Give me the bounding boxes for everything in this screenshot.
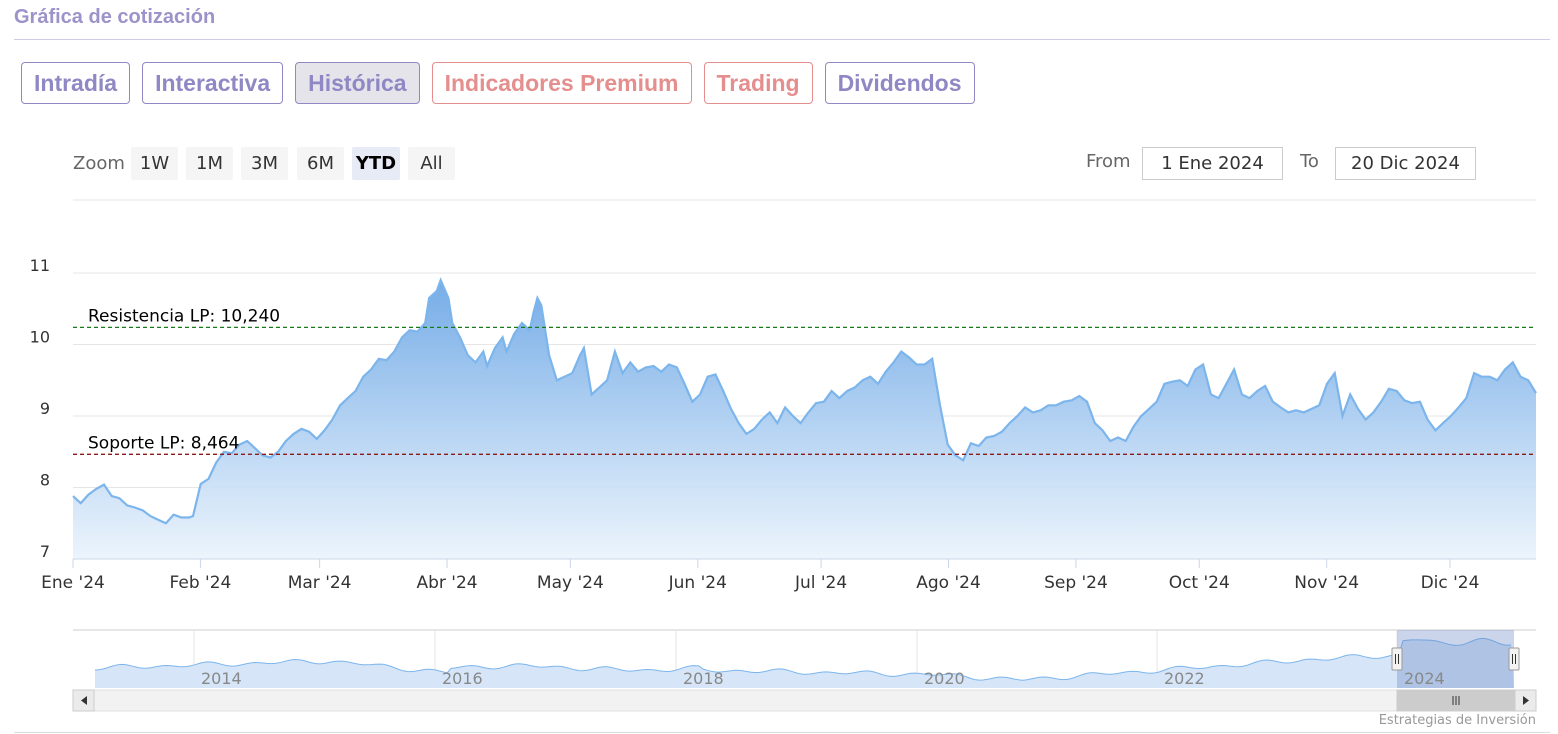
x-tick-label: Nov '24 (1294, 573, 1359, 593)
navigator-right-handle[interactable] (1508, 647, 1520, 671)
x-tick-label: Ene '24 (41, 573, 105, 593)
zoom-button-all[interactable]: All (408, 147, 455, 180)
y-tick-label: 9 (40, 399, 50, 418)
scrollbar-track[interactable] (72, 689, 1537, 712)
section-title: Gráfica de cotización (14, 6, 216, 28)
zoom-button-ytd[interactable]: YTD (352, 147, 400, 180)
to-date-input[interactable]: 20 Dic 2024 (1335, 147, 1476, 180)
from-label: From (1086, 151, 1131, 172)
y-tick-label: 10 (30, 328, 50, 347)
tab-interactiva[interactable]: Interactiva (142, 62, 284, 104)
navigator-area (95, 638, 1514, 688)
zoom-label: Zoom (73, 153, 125, 174)
x-tick-label: Dic '24 (1421, 573, 1480, 593)
x-tick-label: May '24 (537, 573, 604, 593)
scroll-right-arrow-icon (1523, 696, 1529, 705)
navigator-line (94, 637, 1512, 681)
chart-type-tabs: Intradía Interactiva Histórica Indicadores … (21, 62, 975, 104)
resistance-label: Resistencia LP: 10,240 (88, 306, 280, 326)
y-tick-label: 8 (40, 471, 50, 490)
x-tick-label: Jun '24 (668, 573, 727, 593)
x-tick-label: Abr '24 (416, 573, 477, 593)
to-label: To (1300, 151, 1319, 172)
tab-intradía[interactable]: Intradía (21, 62, 131, 104)
bottom-divider (14, 732, 1550, 733)
y-tick-label: 11 (30, 256, 50, 275)
x-tick-label: Oct '24 (1169, 573, 1230, 593)
x-tick-label: Ago '24 (916, 573, 981, 593)
tab-histórica[interactable]: Histórica (295, 62, 420, 104)
navigator-tick-label: 2020 (924, 669, 965, 688)
x-tick-label: Mar '24 (288, 573, 352, 593)
credits-link[interactable]: Estrategias de Inversión (1378, 713, 1536, 728)
navigator-tick-label: 2016 (442, 669, 483, 688)
navigator-selected-range (1397, 630, 1514, 688)
navigator-tick-label: 2014 (201, 669, 242, 688)
navigator-tick-label: 2022 (1164, 669, 1205, 688)
navigator-tick-label: 2024 (1404, 669, 1445, 688)
tab-dividendos[interactable]: Dividendos (824, 62, 975, 104)
scroll-left-arrow-icon (81, 696, 87, 705)
zoom-button-1m[interactable]: 1M (186, 147, 233, 180)
y-tick-label: 7 (40, 542, 50, 561)
price-line (72, 277, 1537, 525)
tab-trading[interactable]: Trading (703, 62, 813, 104)
x-tick-label: Sep '24 (1044, 573, 1108, 593)
navigator-left-handle[interactable] (1391, 647, 1403, 671)
x-tick-label: Jul '24 (794, 573, 847, 593)
title-divider (14, 39, 1550, 40)
x-tick-label: Feb '24 (170, 573, 232, 593)
from-date-input[interactable]: 1 Ene 2024 (1142, 147, 1283, 180)
support-label: Soporte LP: 8,464 (88, 433, 239, 453)
zoom-button-6m[interactable]: 6M (297, 147, 344, 180)
zoom-button-3m[interactable]: 3M (241, 147, 288, 180)
tab-indicadores-premium[interactable]: Indicadores Premium (431, 62, 692, 104)
zoom-button-1w[interactable]: 1W (131, 147, 178, 180)
navigator-tick-label: 2018 (683, 669, 724, 688)
